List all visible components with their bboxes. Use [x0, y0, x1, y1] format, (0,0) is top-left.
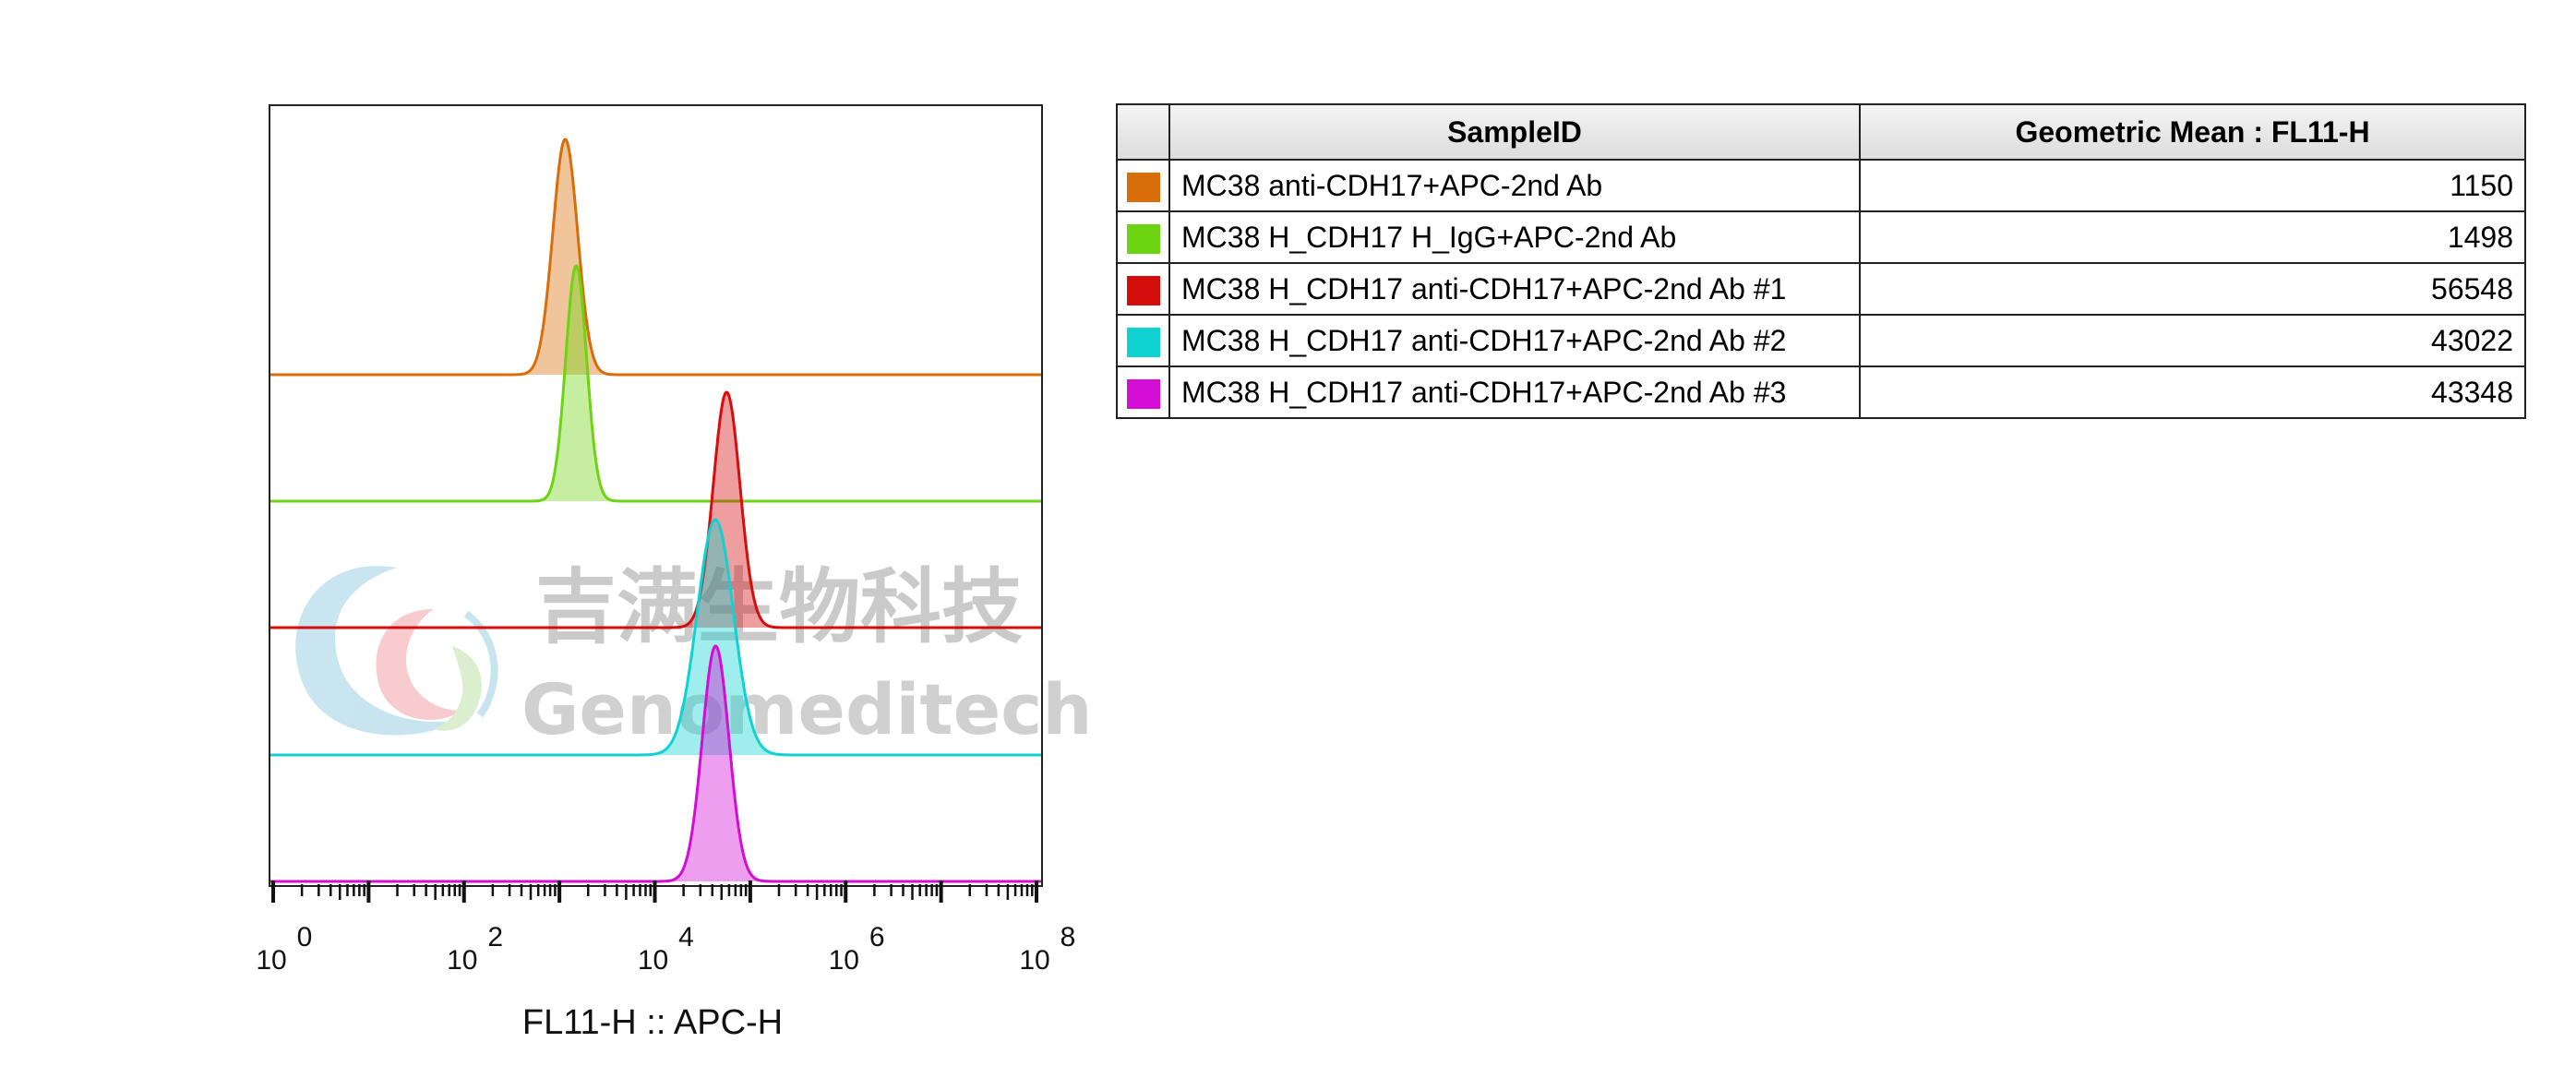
- histogram-area: [659, 392, 794, 628]
- histogram-line: [270, 390, 1042, 629]
- x-tick-label: 10: [256, 945, 286, 976]
- histogram-series: [270, 518, 1042, 757]
- x-tick-exponent: 0: [297, 922, 313, 952]
- table-row: MC38 H_CDH17 anti-CDH17+APC-2nd Ab #3 433…: [1116, 365, 2526, 419]
- geometric-mean-cell: 1498: [1859, 210, 2526, 264]
- watermark-english-text: Genomeditech: [521, 668, 1092, 750]
- geometric-mean-cell: 43022: [1859, 314, 2526, 367]
- histogram-line: [270, 264, 1042, 503]
- histogram-area: [624, 520, 807, 755]
- legend-swatch-cell: [1116, 365, 1170, 419]
- sample-id-cell: MC38 H_CDH17 anti-CDH17+APC-2nd Ab #2: [1168, 314, 1861, 367]
- legend-swatch-cell: [1116, 159, 1170, 212]
- legend-color-swatch: [1126, 276, 1160, 306]
- x-tick-exponent: 6: [869, 922, 885, 952]
- legend-color-swatch: [1126, 328, 1160, 358]
- x-tick-exponent: 2: [487, 922, 503, 952]
- geometric-mean-header: Geometric Mean : FL11-H: [1859, 103, 2526, 161]
- sample-id-cell: MC38 H_CDH17 H_IgG+APC-2nd Ab: [1168, 210, 1861, 264]
- table-row: MC38 anti-CDH17+APC-2nd Ab 1150: [1116, 159, 2526, 212]
- table-row: MC38 H_CDH17 anti-CDH17+APC-2nd Ab #2 430…: [1116, 314, 2526, 367]
- legend-table-header-row: SampleID Geometric Mean : FL11-H: [1116, 103, 2526, 161]
- x-axis-title: FL11-H :: APC-H: [522, 1003, 783, 1042]
- x-tick-exponent: 8: [1060, 922, 1076, 952]
- table-row: MC38 H_CDH17 anti-CDH17+APC-2nd Ab #1 565…: [1116, 262, 2526, 316]
- watermark-logo-icon: [295, 566, 498, 736]
- x-tick-label: 10: [1019, 945, 1049, 976]
- sample-id-cell: MC38 H_CDH17 anti-CDH17+APC-2nd Ab #3: [1168, 365, 1861, 419]
- histogram-series: [270, 138, 1042, 377]
- sample-id-cell: MC38 H_CDH17 anti-CDH17+APC-2nd Ab #1: [1168, 262, 1861, 316]
- watermark-chinese-text: 吉满生物科技: [535, 559, 1023, 654]
- legend-color-swatch: [1126, 173, 1160, 203]
- histogram-series: [270, 390, 1042, 629]
- histogram-area: [649, 646, 783, 881]
- legend-color-swatch: [1126, 379, 1160, 410]
- histogram-line: [270, 518, 1042, 757]
- histogram-line: [270, 644, 1042, 883]
- geometric-mean-cell: 1150: [1859, 159, 2526, 212]
- geometric-mean-cell: 43348: [1859, 365, 2526, 419]
- legend-swatch-header: [1116, 103, 1170, 161]
- x-tick-label: 10: [638, 945, 668, 976]
- table-row: MC38 H_CDH17 H_IgG+APC-2nd Ab 1498: [1116, 210, 2526, 264]
- plot-frame: [269, 104, 1043, 887]
- histogram-series-group: [270, 138, 1042, 883]
- histogram-area: [503, 139, 628, 375]
- x-tick-label: 10: [829, 945, 859, 976]
- histogram-series: [270, 644, 1042, 883]
- histogram-series: [270, 264, 1042, 503]
- x-tick-exponent: 4: [678, 922, 694, 952]
- legend-swatch-cell: [1116, 210, 1170, 264]
- watermark: 吉满生物科技 Genomeditech: [295, 559, 1092, 750]
- geometric-mean-cell: 56548: [1859, 262, 2526, 316]
- x-tick-label: 10: [447, 945, 477, 976]
- sample-id-cell: MC38 anti-CDH17+APC-2nd Ab: [1168, 159, 1861, 212]
- histogram-area: [523, 266, 629, 501]
- legend-table: SampleID Geometric Mean : FL11-H MC38 an…: [1116, 103, 2526, 419]
- sample-id-header: SampleID: [1168, 103, 1861, 161]
- legend-color-swatch: [1126, 224, 1160, 255]
- histogram-line: [270, 138, 1042, 377]
- x-axis: 10 0 10 2 10 4 10 6 10 8: [256, 880, 1075, 976]
- legend-swatch-cell: [1116, 262, 1170, 316]
- legend-swatch-cell: [1116, 314, 1170, 367]
